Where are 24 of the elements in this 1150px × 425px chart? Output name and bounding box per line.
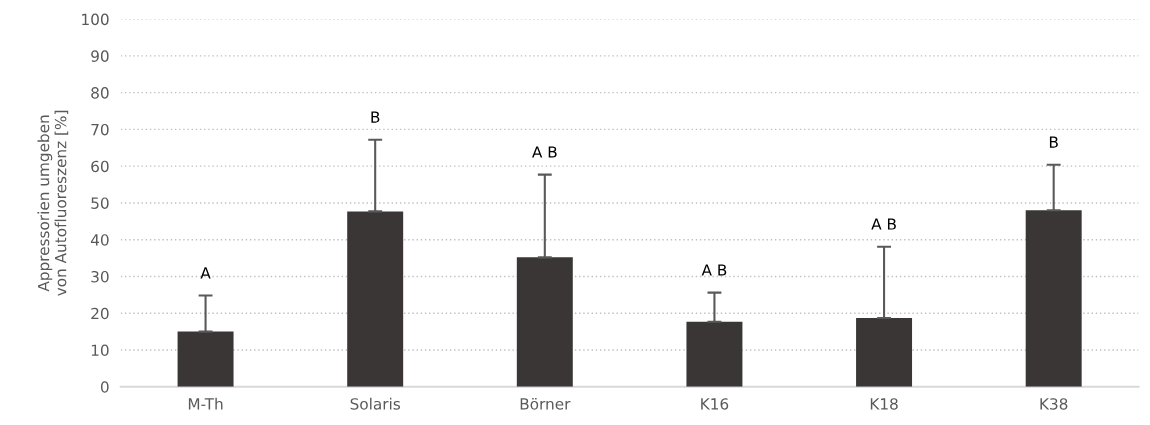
annotation: B [1049, 136, 1058, 148]
y-tick-label: 10 [91, 344, 109, 357]
x-tick-label: K16 [701, 398, 729, 410]
y-tick-label: 100 [82, 13, 109, 26]
x-tick-label: K38 [1040, 398, 1068, 410]
y-tick-label: 40 [90, 234, 109, 246]
annotation: A B [532, 146, 557, 158]
annotation: A [200, 267, 211, 279]
x-tick-label: M-Th [188, 397, 223, 410]
y-tick-label: 0 [100, 381, 109, 393]
y-axis-title: Appressorien umgeben von Autofluoreszenz [%] [37, 110, 69, 296]
y-tick-label: 20 [91, 307, 109, 320]
y-tick-label: 80 [91, 87, 109, 99]
x-tick-label: Solaris [350, 397, 401, 410]
y-tick-label: 60 [91, 160, 109, 173]
y-tick-label: 50 [91, 197, 109, 209]
x-tick-label: Börner [520, 397, 571, 410]
y-tick-label: 90 [91, 50, 109, 62]
annotation: B [371, 111, 380, 123]
y-tick-label: 30 [91, 270, 109, 283]
annotation: A B [701, 264, 727, 276]
annotation: A B [871, 218, 896, 230]
x-tick-label: K18 [870, 398, 898, 410]
y-tick-label: 70 [91, 123, 109, 136]
